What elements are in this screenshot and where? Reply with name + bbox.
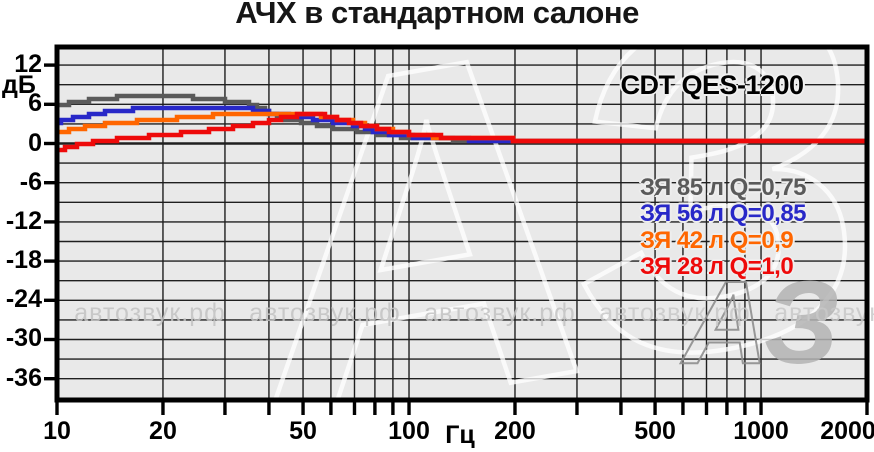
- watermark-text: автозвук.рф: [774, 299, 874, 327]
- x-tick-label: 10: [43, 417, 71, 445]
- watermark-layer: АЗ АЗ автозвук.рф автозвук.рф автозвук.р…: [74, 0, 874, 452]
- y-axis-label: дБ: [2, 71, 36, 99]
- y-tick-label: 0: [28, 128, 42, 157]
- x-tick-label: 100: [388, 417, 430, 445]
- curve-series-3: [57, 111, 867, 153]
- x-tick-label: 50: [289, 417, 317, 445]
- watermark-text: автозвук.рф: [74, 299, 225, 327]
- watermark-text: автозвук.рф: [249, 299, 400, 327]
- x-tick-label: 500: [634, 417, 676, 445]
- y-tick-label: -12: [5, 206, 42, 235]
- y-tick-label: -24: [5, 285, 42, 314]
- axis-ticks: [44, 63, 869, 415]
- x-tick-label: 20: [149, 417, 177, 445]
- legend-item-85l: ЗЯ 85 л Q=0,75: [640, 174, 807, 201]
- x-tick-label: 2000: [820, 417, 874, 445]
- y-tick-label: -18: [5, 246, 42, 275]
- speaker-model-label: CDT QES-1200: [620, 70, 804, 100]
- legend-item-42l: ЗЯ 42 л Q=0,9: [640, 227, 794, 254]
- y-tick-label: -36: [5, 363, 42, 392]
- y-tick-label: -30: [5, 324, 42, 353]
- y-tick-label: 12: [14, 50, 42, 79]
- response-curves: [57, 93, 867, 153]
- y-tick-label: -6: [19, 167, 42, 196]
- watermark-logo-big: АЗ: [188, 0, 874, 452]
- x-tick-label: 200: [494, 417, 536, 445]
- chart-title: АЧХ в стандартном салоне: [235, 0, 639, 30]
- x-tick-label: 1000: [733, 417, 789, 445]
- legend-item-56l: ЗЯ 56 л Q=0,85: [640, 200, 807, 227]
- watermark-text: автозвук.рф: [599, 299, 750, 327]
- watermark-logo-small: АЗ: [680, 257, 840, 389]
- watermark-text: автозвук.рф: [424, 299, 575, 327]
- gridlines: [57, 47, 867, 400]
- watermark-text-row: автозвук.рф автозвук.рф автозвук.рф авто…: [74, 299, 874, 327]
- legend-item-28l: ЗЯ 28 л Q=1,0: [640, 253, 794, 280]
- y-tick-label: 6: [28, 89, 42, 118]
- x-axis-label: Гц: [445, 421, 475, 449]
